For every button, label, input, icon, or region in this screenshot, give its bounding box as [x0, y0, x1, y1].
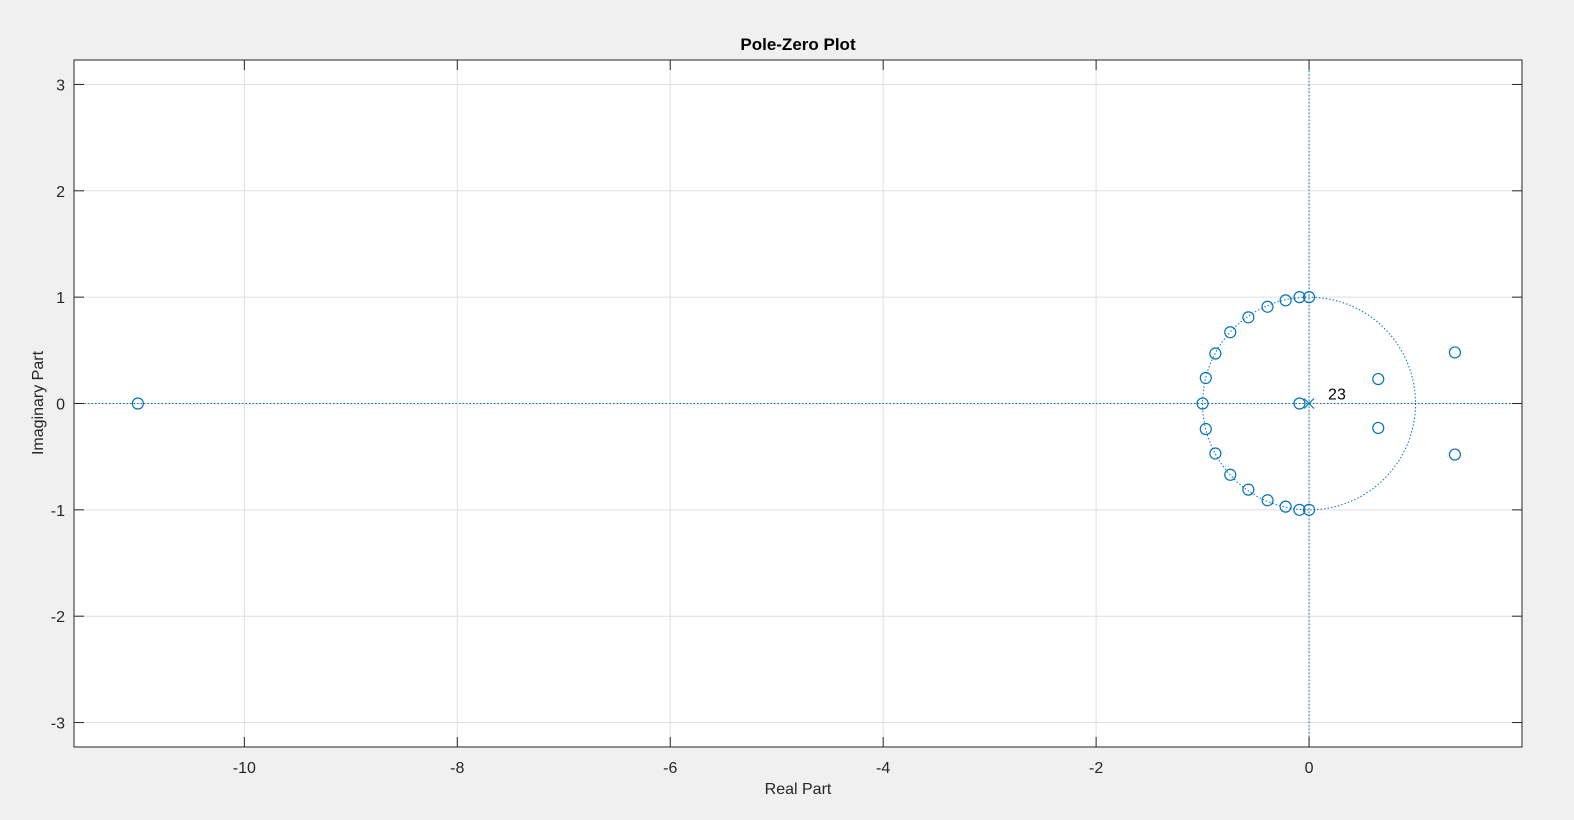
zero-marker	[1372, 372, 1385, 386]
chart-title: Pole-Zero Plot	[740, 35, 856, 54]
annotations: 23	[1328, 387, 1346, 404]
zero-marker	[1196, 397, 1209, 410]
y-tick-label: 3	[56, 77, 65, 94]
zero-marker	[1209, 447, 1222, 460]
multiplicity-label: 23	[1328, 387, 1346, 404]
data-marks	[131, 291, 1462, 516]
zero-marker	[1293, 291, 1306, 304]
zero-marker	[1242, 311, 1255, 324]
zero-marker	[1279, 500, 1292, 513]
x-axis-label: Real Part	[765, 781, 832, 798]
x-tick-label: -2	[1089, 760, 1103, 777]
y-tick-label: -1	[51, 503, 65, 520]
zero-marker	[1224, 468, 1237, 481]
x-tick-label: -10	[233, 760, 256, 777]
zero-marker	[1448, 448, 1462, 461]
zero-marker	[131, 397, 144, 410]
zero-marker	[1279, 294, 1292, 307]
x-tick-label: -4	[876, 760, 890, 777]
y-tick-label: 2	[56, 184, 65, 201]
zero-marker	[1448, 346, 1462, 359]
y-tick-label: 1	[56, 290, 65, 307]
pole-marker-stroke	[1303, 398, 1315, 409]
pole-marker	[1303, 398, 1315, 409]
zero-marker	[1372, 421, 1385, 435]
zero-marker	[1199, 422, 1212, 436]
zero-marker	[1293, 503, 1306, 516]
x-tick-label: -8	[450, 760, 464, 777]
zero-marker	[1302, 291, 1316, 304]
zero-marker	[1302, 503, 1316, 516]
zero-marker	[1242, 483, 1255, 496]
y-tick-label: -2	[51, 609, 65, 626]
x-tick-label: -6	[663, 760, 677, 777]
x-tick-label: 0	[1305, 760, 1314, 777]
zero-marker	[1261, 494, 1274, 507]
y-tick-label: 0	[56, 397, 65, 414]
zero-marker	[1293, 397, 1306, 410]
zero-marker	[1199, 371, 1212, 385]
zero-marker	[1261, 300, 1274, 313]
zero-marker	[1209, 347, 1222, 360]
y-tick-label: -3	[51, 716, 65, 733]
zero-marker	[1224, 326, 1237, 339]
y-axis-label: Imaginary Part	[30, 350, 47, 455]
